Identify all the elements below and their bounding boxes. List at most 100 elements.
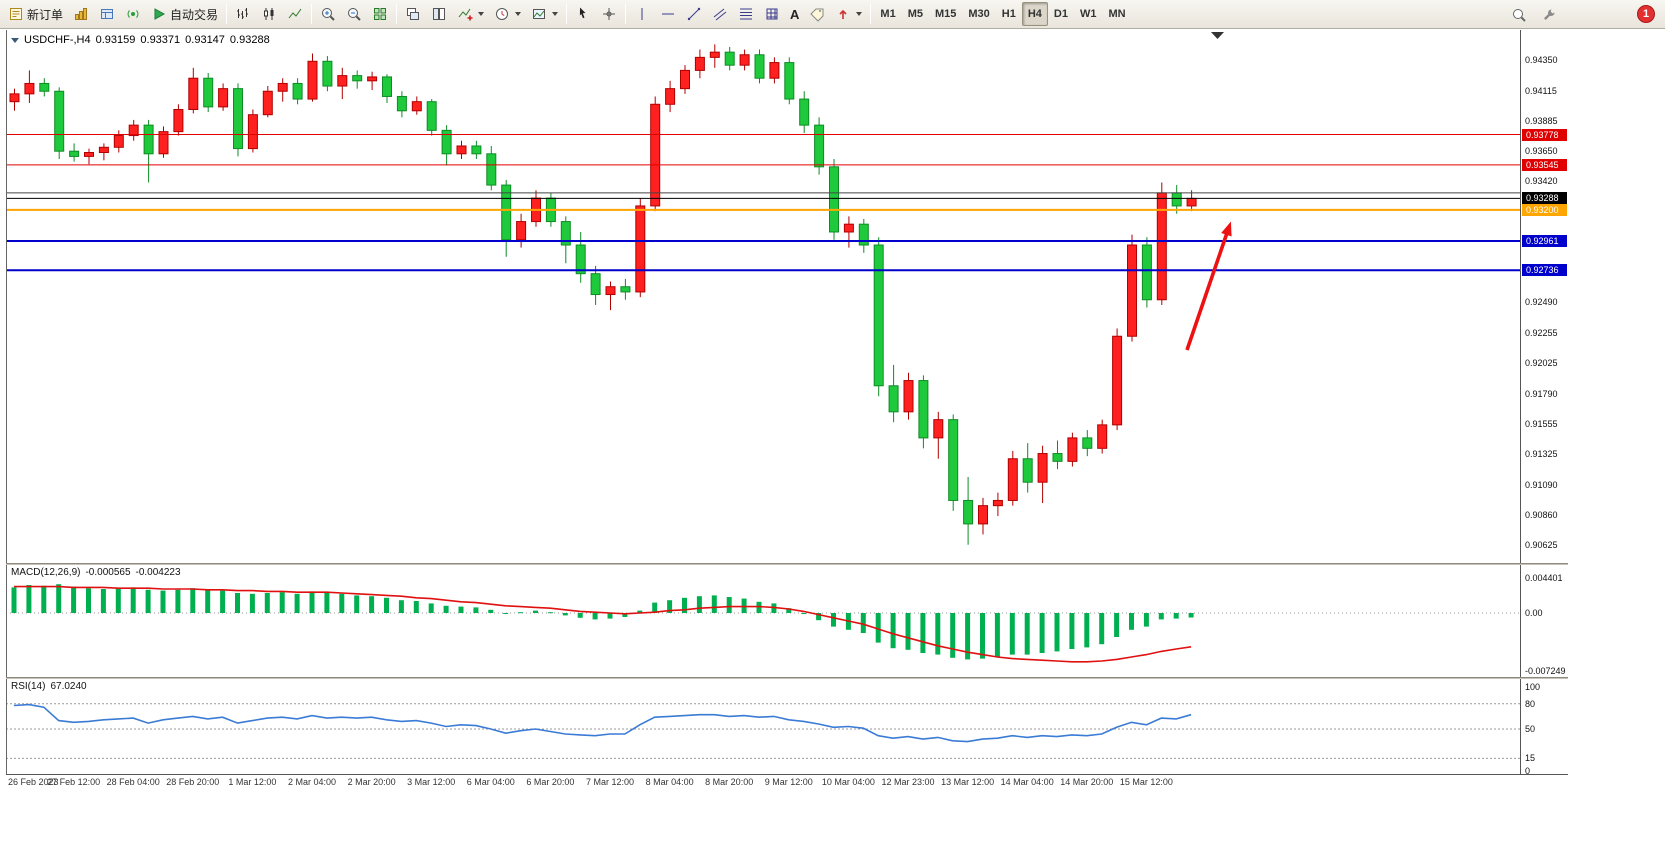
toolbar-separator: [311, 4, 313, 24]
horizontal-line-tool-button[interactable]: [655, 2, 681, 26]
time-axis-label: 28 Feb 20:00: [166, 777, 220, 787]
time-axis-label: 6 Mar 20:00: [526, 777, 575, 787]
tile-windows-icon: [374, 8, 387, 20]
time-axis-label: 14 Mar 20:00: [1060, 777, 1114, 787]
new-order-icon: [10, 8, 22, 20]
price-axis-label: 0.91790: [1525, 388, 1558, 399]
channel-tool-button[interactable]: [707, 2, 733, 26]
template-icon: [533, 9, 546, 19]
macd-scale[interactable]: 0.004401 0.00 -0.007249: [1521, 565, 1568, 677]
time-axis-label: 14 Mar 04:00: [1000, 777, 1054, 787]
rsi-indicator-label: RSI(14) 67.0240: [11, 681, 87, 692]
toolbar-separator: [870, 4, 872, 24]
rsi-axis-label: 0: [1525, 766, 1531, 776]
cursor-tool-button[interactable]: [570, 2, 596, 26]
time-axis[interactable]: 26 Feb 2023 27 Feb 12:00 28 Feb 04:00 28 Fe…: [6, 776, 1520, 792]
candlestick-mode-button[interactable]: [256, 2, 282, 26]
cursor-icon: [579, 7, 586, 19]
time-axis-label: 27 Feb 12:00: [47, 777, 101, 787]
broadcast-button[interactable]: [120, 2, 146, 26]
search-button[interactable]: [1506, 3, 1532, 27]
price-level-tag: 0.93778: [1522, 128, 1567, 141]
zoom-in-button[interactable]: [315, 2, 341, 26]
toolbar: 新订单 自动交易: [0, 0, 1665, 29]
time-axis-label: 7 Mar 12:00: [585, 777, 635, 787]
grid-shapes-tool-button[interactable]: [759, 2, 785, 26]
periods-button[interactable]: [489, 2, 526, 26]
rsi-axis-label: 80: [1525, 698, 1536, 709]
tile-windows-button[interactable]: [367, 2, 393, 26]
time-axis-label: 2 Mar 04:00: [287, 777, 337, 787]
price-scale[interactable]: 0.94350 0.94115 0.93885 0.93650 0.93420 0.924…: [1521, 30, 1568, 563]
new-order-button[interactable]: 新订单: [3, 2, 68, 26]
tile-vertical-icon: [433, 8, 446, 20]
timeframe-button-h1[interactable]: H1: [1001, 8, 1016, 20]
time-axis-border: [6, 774, 1568, 775]
settings-button[interactable]: [1536, 3, 1562, 27]
rsi-axis-label: 50: [1525, 724, 1536, 734]
price-axis-label: 0.92490: [1525, 297, 1558, 308]
charts-panel-button[interactable]: [68, 2, 94, 26]
price-axis-label: 0.94350: [1525, 54, 1558, 65]
crosshair-tool-button[interactable]: [596, 2, 622, 26]
price-axis-label: 0.93650: [1525, 146, 1558, 157]
label-tag-icon: [810, 8, 824, 22]
price-axis-border: [1520, 30, 1521, 774]
tile-vertical-button[interactable]: [426, 2, 452, 26]
zoom-out-button[interactable]: [341, 2, 367, 26]
price-level-tag: 0.93200: [1522, 203, 1567, 216]
time-axis-label: 6 Mar 04:00: [466, 777, 515, 787]
time-axis-label: 26 Feb 2023: [8, 777, 59, 787]
price-axis-label: 0.93420: [1525, 176, 1558, 187]
timeframe-button-m5[interactable]: M5: [907, 8, 923, 20]
dropdown-arrow-icon: [552, 12, 559, 16]
bar-chart-mode-button[interactable]: [230, 2, 256, 26]
chart-bars-icon: [75, 8, 88, 20]
cascade-windows-icon: [407, 8, 420, 20]
market-watch-button[interactable]: [94, 2, 120, 26]
templates-button[interactable]: [526, 2, 563, 26]
timeframe-button-d1[interactable]: D1: [1053, 8, 1068, 20]
auto-trading-button[interactable]: 自动交易: [146, 2, 223, 26]
pane-splitter-rsi[interactable]: [6, 677, 1568, 679]
arrow-up-icon: [839, 9, 847, 19]
rsi-scale[interactable]: 100 80 50 15 0: [1521, 679, 1568, 776]
timeframe-button-m15[interactable]: M15: [934, 8, 957, 20]
vertical-line-tool-button[interactable]: [629, 2, 655, 26]
time-axis-label: 12 Mar 23:00: [881, 777, 935, 787]
zoom-out-icon: [348, 8, 361, 21]
fibonacci-tool-button[interactable]: [733, 2, 759, 26]
dropdown-arrow-icon: [856, 12, 863, 16]
macd-indicator-label: MACD(12,26,9) -0.000565 -0.004223: [11, 567, 181, 578]
macd-axis-label: -0.007249: [1525, 665, 1566, 676]
timeframe-button-m30[interactable]: M30: [968, 8, 990, 20]
arrows-tool-button[interactable]: [830, 2, 867, 26]
indicators-button[interactable]: [452, 2, 489, 26]
macd-pane-canvas[interactable]: [6, 565, 1520, 677]
pane-splitter-macd[interactable]: [6, 563, 1568, 565]
new-order-label: 新订单: [27, 7, 64, 22]
macd-axis-label: 0.004401: [1525, 572, 1563, 583]
time-axis-label: 3 Mar 12:00: [407, 777, 456, 787]
wrench-icon: [1544, 9, 1555, 20]
main-chart-canvas[interactable]: [6, 30, 1520, 563]
timeframe-button-mn[interactable]: MN: [1108, 8, 1126, 20]
trendline-tool-button[interactable]: [681, 2, 707, 26]
timeframe-button-m1[interactable]: M1: [880, 8, 896, 20]
line-chart-mode-button[interactable]: [282, 2, 308, 26]
autotrading-play-icon: [154, 8, 166, 20]
clock-icon: [496, 8, 509, 20]
notification-badge[interactable]: 1: [1637, 5, 1655, 23]
text-tool-button[interactable]: A: [785, 2, 804, 26]
one-click-trading-arrow-icon[interactable]: [11, 38, 19, 43]
timeframe-button-h4[interactable]: H4: [1021, 2, 1048, 26]
time-axis-label: 9 Mar 12:00: [764, 777, 813, 787]
macd-main-value: -0.000565: [85, 567, 131, 578]
cascade-windows-button[interactable]: [400, 2, 426, 26]
text-label-tool-button[interactable]: [804, 2, 830, 26]
rsi-pane-canvas[interactable]: [6, 679, 1520, 773]
line-chart-icon: [288, 8, 302, 19]
toolbar-separator: [396, 4, 398, 24]
vertical-line-icon: [641, 8, 643, 20]
timeframe-button-w1[interactable]: W1: [1079, 8, 1097, 20]
